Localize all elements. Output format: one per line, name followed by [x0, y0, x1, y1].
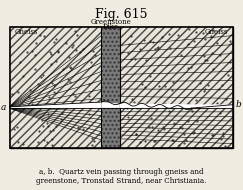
Bar: [10, 27, 102, 107]
Bar: [10, 27, 233, 148]
Bar: [10, 27, 233, 148]
Bar: [120, 107, 233, 148]
Text: Fig. 615: Fig. 615: [95, 8, 148, 21]
Text: a: a: [1, 103, 6, 112]
Text: Greenstone: Greenstone: [90, 18, 131, 26]
Polygon shape: [10, 102, 102, 108]
Text: Gneiss: Gneiss: [15, 28, 38, 36]
Bar: [120, 27, 233, 107]
Text: Gneiss: Gneiss: [205, 28, 228, 36]
Text: b: b: [236, 100, 242, 109]
Bar: [102, 27, 120, 148]
Text: Dike: Dike: [103, 23, 119, 31]
Bar: [10, 107, 102, 148]
Polygon shape: [120, 104, 233, 108]
Text: a, b.  Quartz vein passing through gneiss and
greenstone, Tronstad Strand, near : a, b. Quartz vein passing through gneiss…: [36, 168, 207, 185]
Polygon shape: [102, 102, 120, 108]
